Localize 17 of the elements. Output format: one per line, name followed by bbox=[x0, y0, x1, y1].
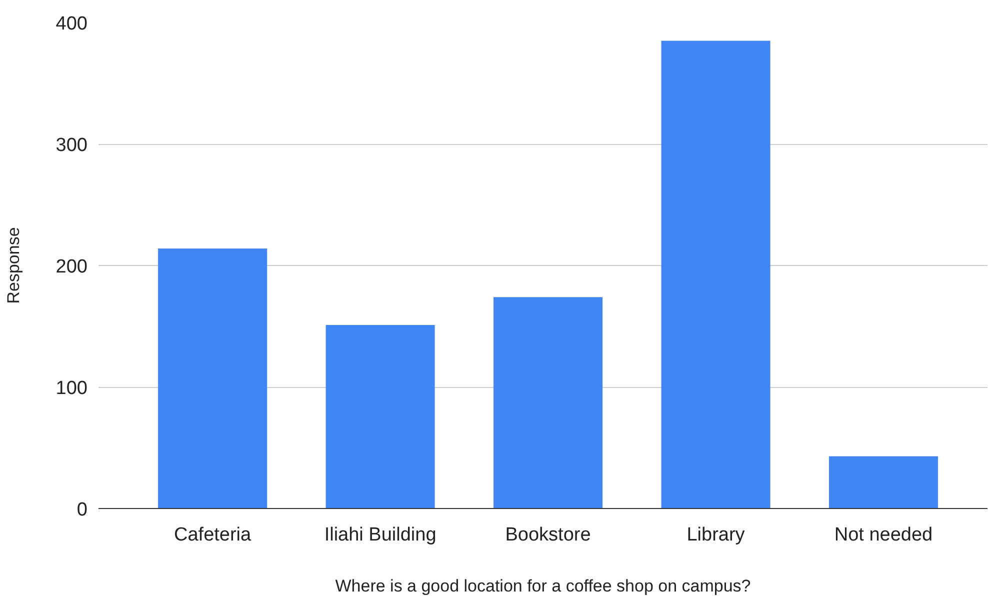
y-axis-title: Response bbox=[4, 227, 23, 304]
bar bbox=[158, 248, 268, 508]
x-tick-label: Not needed bbox=[834, 524, 933, 546]
bar bbox=[494, 297, 603, 508]
y-tick-label: 0 bbox=[76, 500, 88, 520]
bar bbox=[661, 40, 770, 508]
bar bbox=[828, 456, 938, 508]
y-tick-label: 400 bbox=[56, 14, 88, 34]
y-tick-label: 100 bbox=[56, 378, 88, 399]
y-tick-label: 200 bbox=[56, 256, 88, 278]
y-tick-label: 300 bbox=[56, 135, 88, 156]
x-tick-label: Library bbox=[686, 524, 746, 546]
x-tick-label: Iliahi Building bbox=[324, 524, 436, 546]
x-tick-label: Bookstore bbox=[505, 524, 591, 546]
x-tick-label: Cafeteria bbox=[174, 524, 252, 546]
x-axis-title: Where is a good location for a coffee shop on campus? bbox=[335, 576, 751, 596]
bar bbox=[326, 325, 435, 508]
